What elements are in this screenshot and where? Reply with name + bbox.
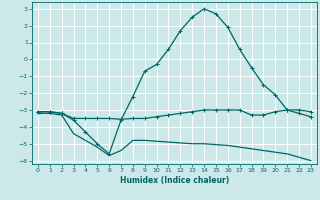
- X-axis label: Humidex (Indice chaleur): Humidex (Indice chaleur): [120, 176, 229, 185]
